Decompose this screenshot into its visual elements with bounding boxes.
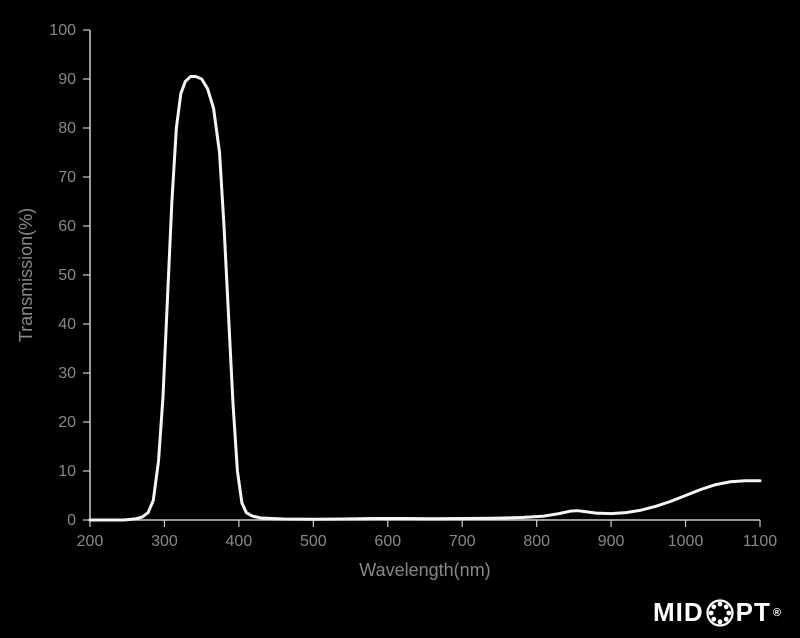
aperture-icon [706, 599, 734, 627]
x-tick-label: 700 [449, 533, 476, 550]
y-tick-label: 50 [58, 267, 76, 284]
logo-text-left: MID [653, 597, 704, 628]
x-tick-label: 1100 [743, 533, 778, 550]
y-tick-label: 40 [58, 316, 76, 333]
x-tick-label: 900 [598, 533, 625, 550]
x-axis-label: Wavelength(nm) [359, 560, 490, 580]
y-tick-label: 100 [49, 22, 76, 39]
chart-container: 200 300 400 500 600 700 800 900 1000 1100 0 10 20 30 4… [0, 0, 800, 638]
y-tick-label: 20 [58, 414, 76, 431]
midopt-logo: MID PT ® [653, 597, 782, 628]
y-axis-label: Transmission(%) [16, 208, 36, 342]
transmission-chart: 200 300 400 500 600 700 800 900 1000 1100 0 10 20 30 4… [0, 0, 800, 638]
y-tick-label: 0 [67, 512, 76, 529]
y-tick-label: 80 [58, 120, 76, 137]
y-tick-label: 60 [58, 218, 76, 235]
x-tick-label: 200 [77, 533, 104, 550]
x-tick-label: 500 [300, 533, 327, 550]
logo-registered: ® [773, 607, 782, 619]
x-tick-label: 800 [523, 533, 550, 550]
x-tick-label: 300 [151, 533, 178, 550]
transmission-curve [90, 77, 760, 520]
y-tick-label: 70 [58, 169, 76, 186]
logo-text-right: PT [736, 597, 771, 628]
x-tick-label: 600 [374, 533, 401, 550]
x-tick-label: 1000 [668, 533, 704, 550]
y-tick-label: 10 [58, 463, 76, 480]
y-tick-label: 90 [58, 71, 76, 88]
y-tick-label: 30 [58, 365, 76, 382]
x-tick-label: 400 [226, 533, 253, 550]
